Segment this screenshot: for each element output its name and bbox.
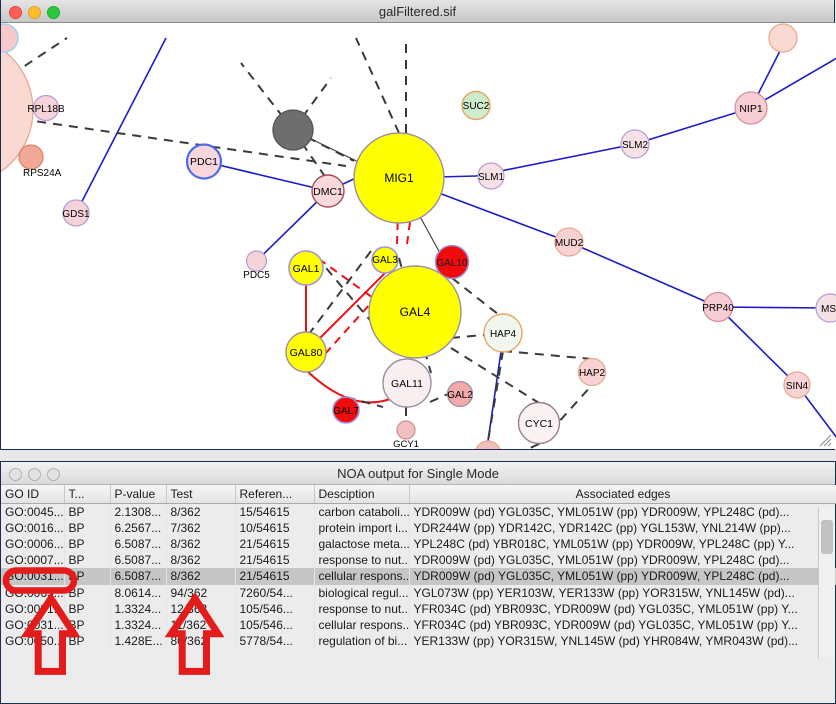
svg-text:MSI: MSI	[821, 304, 836, 315]
svg-text:RPL18B: RPL18B	[27, 104, 65, 115]
svg-text:PDC1: PDC1	[190, 156, 218, 168]
svg-text:GAL4: GAL4	[400, 305, 431, 319]
svg-text:GCY1: GCY1	[393, 439, 419, 449]
svg-text:NIP1: NIP1	[739, 103, 763, 115]
svg-text:PRP40: PRP40	[702, 303, 734, 314]
svg-text:HAP2: HAP2	[579, 368, 606, 379]
svg-text:GAL10: GAL10	[436, 258, 468, 269]
svg-text:RPS24A: RPS24A	[23, 168, 62, 179]
svg-text:GAL1: GAL1	[293, 263, 320, 275]
svg-text:GAL11: GAL11	[391, 378, 423, 390]
svg-text:SLM1: SLM1	[478, 172, 505, 183]
svg-text:MIG1: MIG1	[384, 171, 414, 185]
svg-text:SUC2: SUC2	[463, 101, 490, 112]
svg-text:DMC1: DMC1	[313, 186, 343, 198]
svg-text:GAL7: GAL7	[333, 406, 359, 417]
svg-text:GAL2: GAL2	[447, 390, 473, 401]
svg-text:SIN4: SIN4	[786, 381, 809, 392]
svg-text:SLM2: SLM2	[622, 140, 649, 151]
svg-text:GDS1: GDS1	[62, 209, 90, 220]
svg-text:GAL3: GAL3	[372, 255, 398, 266]
svg-text:CYC1: CYC1	[525, 418, 553, 430]
svg-text:HAP4: HAP4	[490, 329, 517, 340]
svg-text:PDC5: PDC5	[243, 270, 270, 281]
svg-text:MUD2: MUD2	[555, 238, 584, 249]
svg-text:GAL80: GAL80	[290, 347, 323, 359]
